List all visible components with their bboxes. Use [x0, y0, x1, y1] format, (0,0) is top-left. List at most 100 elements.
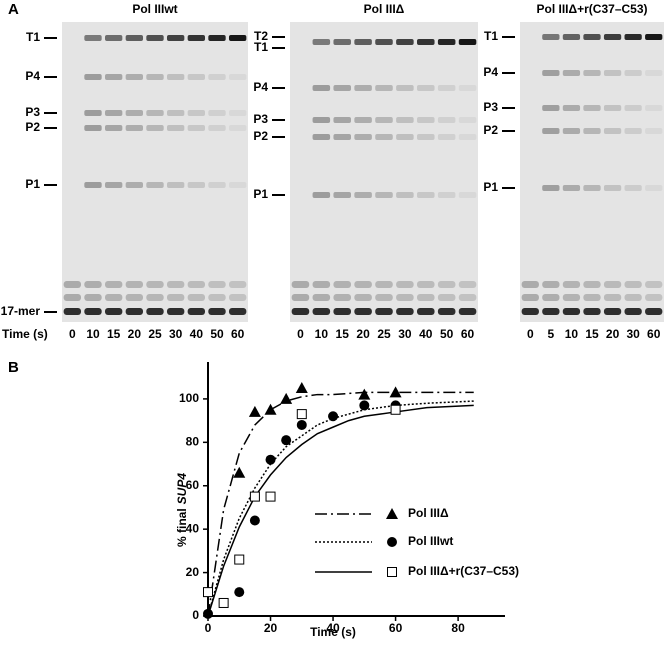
point	[389, 386, 402, 398]
x-tick-label: 40	[326, 621, 340, 635]
legend-label: Pol IIIwt	[408, 534, 453, 548]
lane-label: 50	[440, 327, 454, 341]
band	[624, 34, 642, 40]
band	[624, 105, 642, 111]
band	[208, 74, 226, 80]
band	[458, 39, 477, 45]
band	[603, 294, 622, 301]
point	[249, 491, 260, 502]
band	[603, 34, 622, 40]
band	[228, 125, 247, 131]
band	[375, 294, 393, 301]
lane-label: 60	[461, 327, 475, 341]
lane-label: 15	[336, 327, 350, 341]
band	[146, 281, 164, 288]
point	[265, 454, 276, 465]
band	[166, 74, 185, 80]
y-tick-label: 0	[192, 608, 199, 622]
lane-label: 40	[419, 327, 433, 341]
band	[291, 308, 310, 315]
band	[624, 128, 642, 134]
band	[417, 308, 435, 315]
band	[312, 308, 331, 315]
band	[562, 70, 581, 76]
band	[104, 74, 123, 80]
band	[645, 105, 663, 111]
legend-marker	[387, 537, 397, 547]
gel-title: Pol IIIΔ+r(C37–C53)	[537, 2, 648, 16]
point	[358, 388, 371, 400]
y-tick-label: 100	[179, 391, 199, 405]
band	[208, 294, 226, 301]
band	[437, 85, 456, 91]
x-tick-label: 0	[205, 621, 212, 635]
y-axis-label-italic: SUP4	[175, 473, 189, 505]
band	[458, 192, 477, 198]
band	[228, 308, 247, 315]
band	[645, 128, 663, 134]
lane-label: 10	[86, 327, 100, 341]
legend-label: Pol IIIΔ	[408, 506, 449, 520]
band	[437, 294, 456, 301]
lane-label: 10	[565, 327, 579, 341]
band	[417, 192, 435, 198]
band	[562, 105, 581, 111]
x-axis-label: Time (s)	[310, 625, 356, 639]
band	[396, 192, 414, 198]
band	[562, 294, 581, 301]
band	[166, 281, 185, 288]
y-tick-label: 20	[186, 565, 200, 579]
band	[417, 294, 435, 301]
y-tick-label: 60	[186, 478, 200, 492]
band-label: T1	[484, 29, 498, 43]
point	[296, 419, 307, 430]
band	[125, 125, 144, 131]
band	[521, 308, 539, 315]
band	[437, 308, 456, 315]
band	[583, 281, 601, 288]
gel-title: Pol IIIwt	[132, 2, 177, 16]
band	[521, 294, 539, 301]
lane-label: 25	[148, 327, 162, 341]
band	[333, 39, 351, 45]
band	[312, 39, 331, 45]
band	[562, 128, 581, 134]
band	[333, 294, 351, 301]
band	[146, 294, 164, 301]
band	[396, 39, 414, 45]
band	[645, 308, 663, 315]
legend-label: Pol IIIΔ+r(C37–C53)	[408, 564, 519, 578]
band	[187, 308, 206, 315]
lane-label: 20	[356, 327, 370, 341]
gel-title: Pol IIIΔ	[364, 2, 405, 16]
band	[228, 294, 247, 301]
band-label: P4	[25, 69, 40, 83]
lane-label: 60	[231, 327, 245, 341]
lane-label: 25	[377, 327, 391, 341]
lane-label: 30	[398, 327, 412, 341]
band	[375, 117, 393, 123]
band	[312, 85, 331, 91]
band	[84, 281, 102, 288]
band	[417, 39, 435, 45]
band	[125, 308, 144, 315]
band	[291, 281, 310, 288]
band	[354, 85, 372, 91]
x-tick-label: 60	[389, 621, 403, 635]
lane-label: 50	[210, 327, 224, 341]
legend-marker	[386, 508, 398, 519]
band-label: P2	[483, 123, 498, 137]
band	[645, 294, 663, 301]
band-label: P2	[253, 129, 268, 143]
point	[281, 435, 292, 446]
band	[562, 34, 581, 40]
band	[187, 182, 206, 188]
fit-curve	[207, 391, 474, 617]
band	[375, 134, 393, 140]
band	[542, 105, 560, 111]
point	[203, 587, 213, 598]
band	[166, 110, 185, 116]
band	[603, 70, 622, 76]
y-axis-label-text: % final	[175, 508, 189, 547]
